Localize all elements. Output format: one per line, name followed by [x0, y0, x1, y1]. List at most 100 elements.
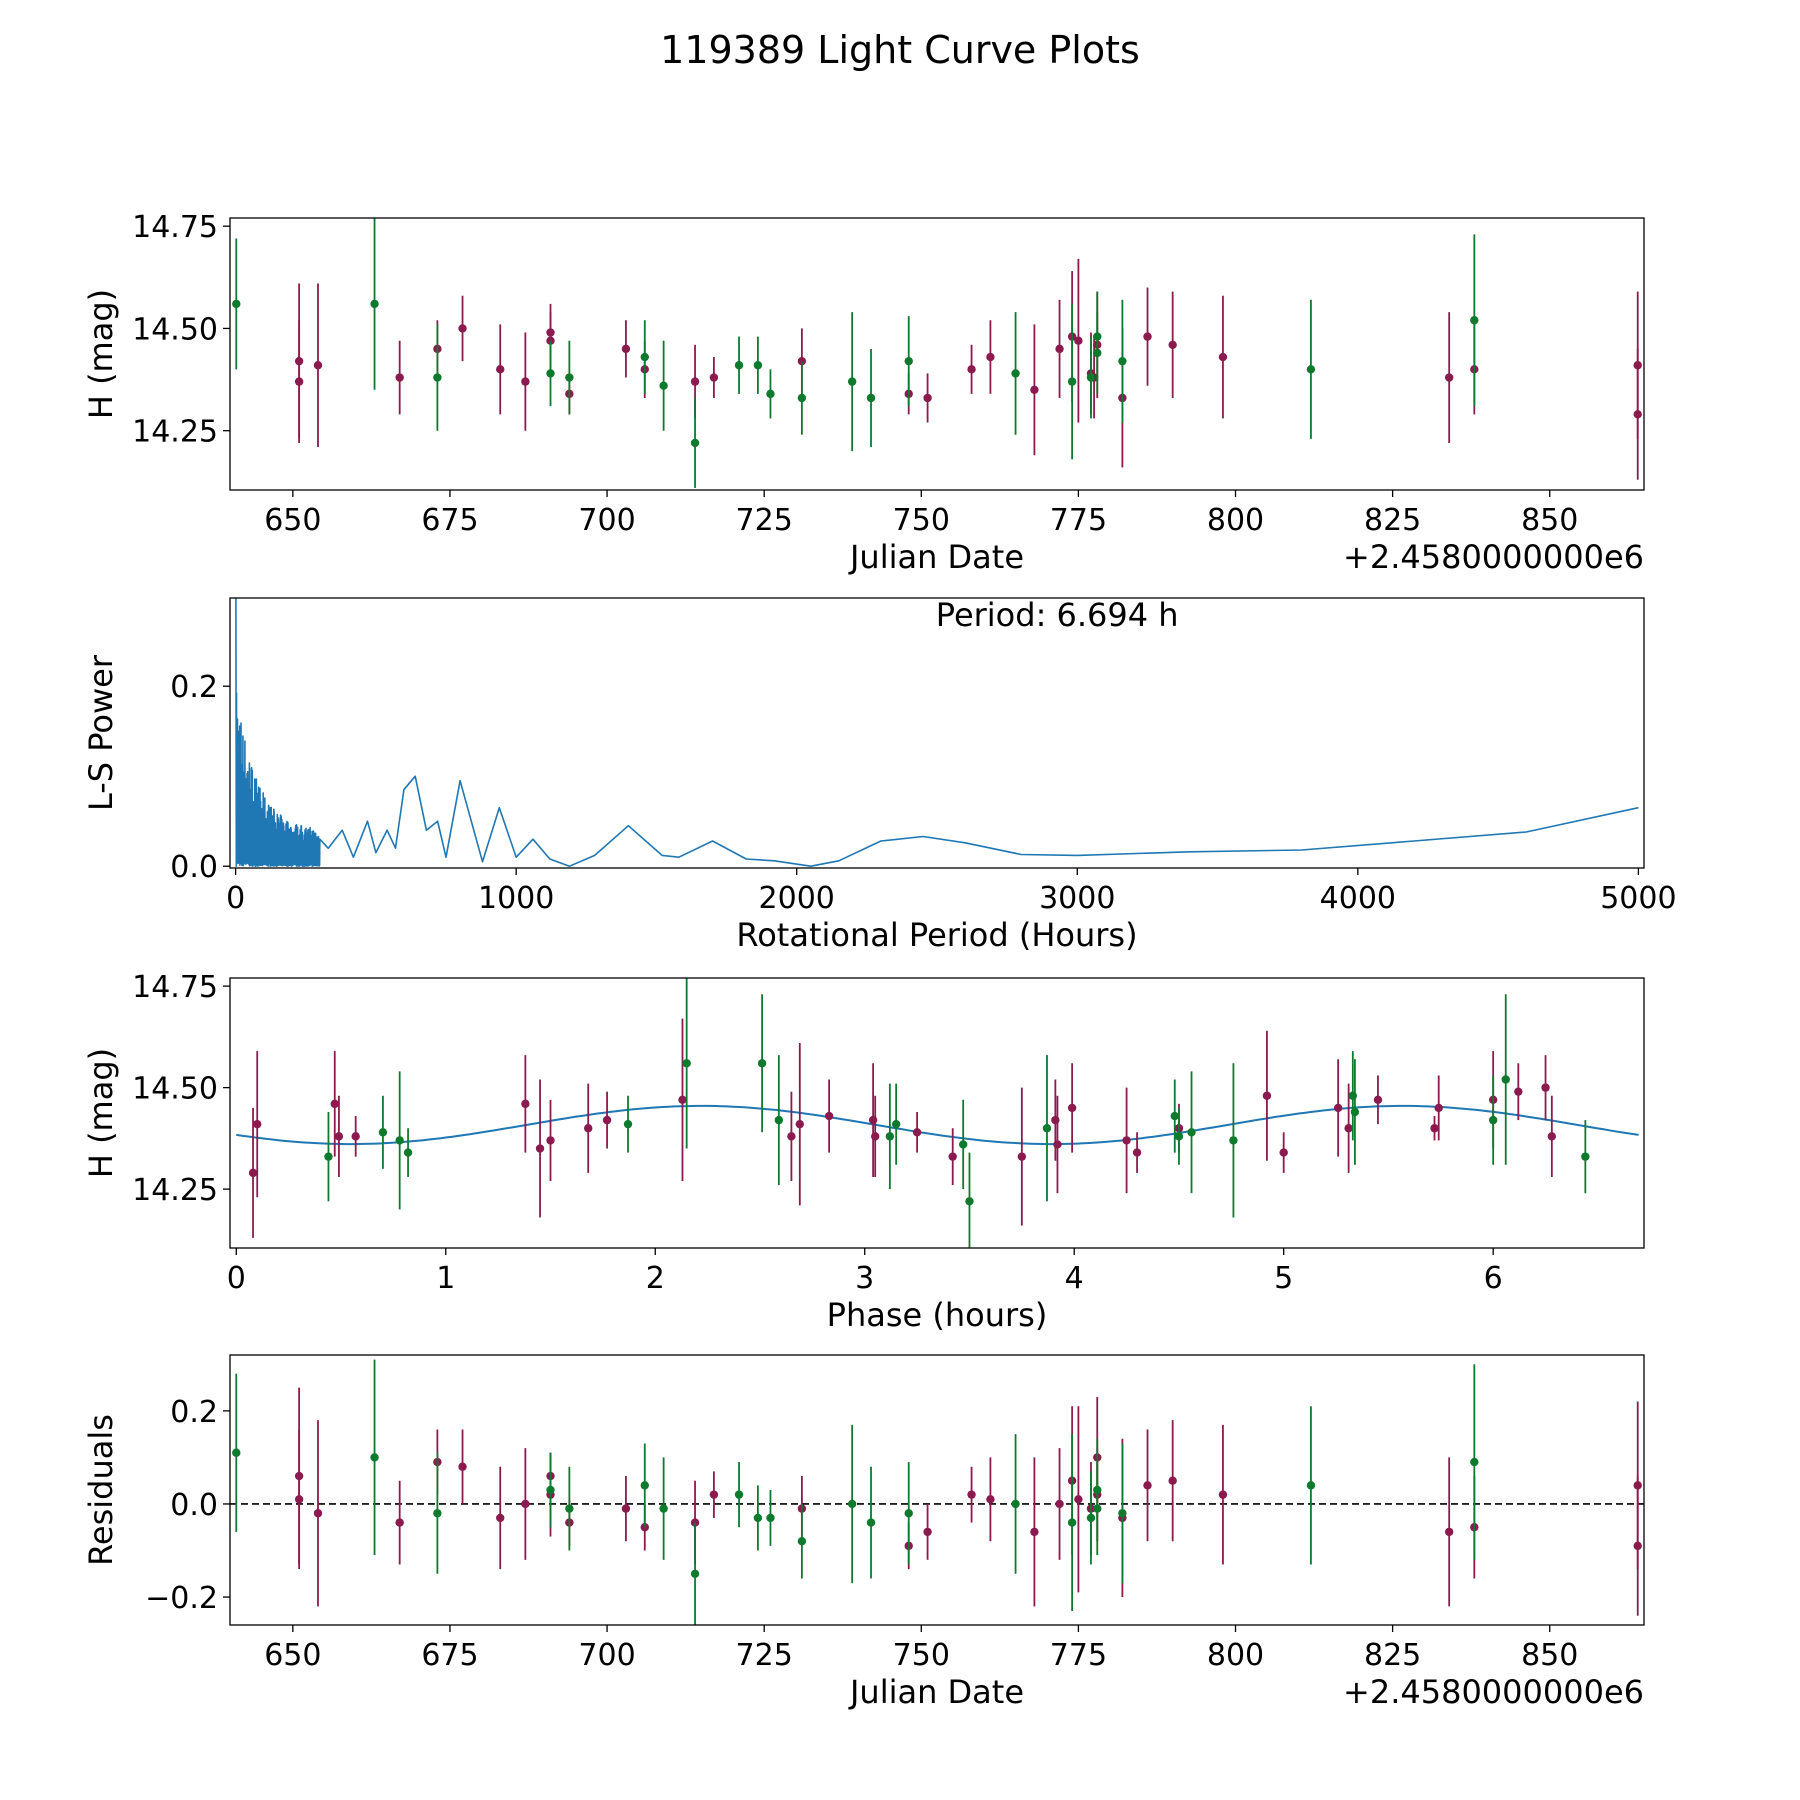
data-point: [1444, 1527, 1454, 1537]
data-point: [433, 1509, 442, 1518]
data-point: [1344, 1124, 1353, 1133]
data-point: [395, 373, 404, 382]
x-tick-label: 750: [893, 503, 950, 538]
data-point: [912, 1128, 922, 1137]
x-tick-label: 850: [1521, 1638, 1578, 1673]
data-point: [1053, 1140, 1062, 1149]
data-point: [1093, 348, 1102, 358]
data-point: [709, 1490, 719, 1499]
data-point: [659, 1504, 668, 1513]
x-tick-label: 5000: [1600, 881, 1676, 916]
data-point: [546, 1485, 555, 1495]
data-point: [1633, 410, 1642, 419]
axes-frame: [229, 597, 1645, 869]
data-point: [1132, 1148, 1142, 1157]
data-point: [797, 1537, 807, 1546]
data-point: [1074, 336, 1083, 345]
x-axis-label: Julian Date: [848, 1673, 1024, 1711]
data-point: [621, 1504, 631, 1513]
data-point: [1011, 369, 1020, 378]
data-point: [923, 1527, 932, 1537]
fit-curve: [236, 1104, 1639, 1146]
data-point: [584, 1124, 593, 1133]
data-point: [967, 365, 976, 374]
data-point: [1030, 1527, 1039, 1537]
data-point: [1581, 1152, 1590, 1161]
data-point: [621, 344, 631, 354]
x-tick-label: 0: [226, 881, 245, 916]
y-tick-label: 0.0: [170, 1488, 218, 1523]
data-point: [1067, 377, 1077, 386]
x-tick-label: 4000: [1320, 881, 1396, 916]
y-tick-label: 14.75: [132, 210, 218, 245]
data-point: [1118, 356, 1127, 366]
x-tick-label: 700: [578, 503, 635, 538]
data-point: [1306, 365, 1316, 374]
data-point: [1488, 1115, 1498, 1125]
data-point: [623, 1119, 633, 1129]
x-tick-label: 2: [646, 1261, 665, 1296]
y-tick-label: 0.2: [170, 670, 218, 705]
data-point: [521, 377, 530, 386]
data-point: [313, 361, 323, 370]
y-axis-label: H (mag): [82, 289, 120, 419]
data-point: [986, 1495, 995, 1504]
data-point: [1011, 1499, 1020, 1509]
x-tick-label: 675: [421, 1638, 478, 1673]
y-tick-label: 14.25: [132, 1173, 218, 1208]
data-point: [1501, 1075, 1510, 1084]
data-point: [546, 369, 555, 378]
x-tick-label: 2000: [759, 881, 835, 916]
axes-frame: [229, 1354, 1645, 1626]
data-point: [1262, 1091, 1272, 1100]
y-tick-label: −0.2: [145, 1581, 218, 1616]
period-annotation: Period: 6.694 h: [936, 596, 1179, 634]
panel-periodogram: 0 1000 2000 3000 4000 5000 0.0 0.2 Rotational Pe…: [82, 596, 1677, 954]
data-point: [967, 1490, 976, 1499]
data-point: [1093, 1504, 1102, 1513]
x-offset-label: +2.4580000000e6: [1343, 538, 1644, 576]
x-tick-label: 800: [1207, 1638, 1264, 1673]
data-point: [766, 1513, 775, 1523]
data-point: [1633, 1541, 1642, 1551]
data-point: [847, 377, 857, 386]
y-axis-label: H (mag): [82, 1048, 120, 1178]
data-point: [1430, 1124, 1439, 1133]
data-point: [757, 1059, 767, 1068]
x-tick-label: 750: [893, 1638, 950, 1673]
x-tick-label: 6: [1484, 1261, 1503, 1296]
plot-area-phased: [236, 978, 1639, 1248]
data-point: [690, 1569, 700, 1578]
data-point: [640, 1523, 649, 1532]
data-point: [1306, 1481, 1316, 1490]
data-point: [1218, 352, 1228, 362]
y-tick-label: 0.2: [170, 1395, 218, 1430]
data-point: [232, 1448, 241, 1457]
data-point: [1143, 332, 1152, 341]
ls-power-curve: [235, 598, 1639, 867]
data-point: [1373, 1095, 1383, 1105]
data-point: [1174, 1132, 1184, 1141]
data-point: [1470, 1457, 1479, 1467]
plot-area-periodogram: [235, 598, 1639, 867]
data-point: [891, 1119, 901, 1129]
data-point: [370, 1453, 379, 1462]
data-point: [766, 389, 775, 399]
data-point: [904, 356, 913, 366]
data-point: [521, 1499, 530, 1509]
data-point: [324, 1152, 333, 1161]
data-point: [1168, 1476, 1177, 1485]
x-tick-label: 1: [436, 1261, 455, 1296]
data-point: [1143, 1481, 1152, 1490]
y-tick-label: 14.25: [132, 415, 218, 450]
data-point: [1086, 373, 1096, 382]
data-point: [871, 1132, 880, 1141]
data-point: [659, 381, 668, 390]
data-point: [1541, 1083, 1550, 1092]
data-point: [313, 1509, 323, 1518]
data-point: [866, 393, 876, 403]
data-point: [1168, 340, 1177, 349]
data-point: [1434, 1103, 1443, 1113]
axes-frame: [229, 217, 1645, 491]
plot-area-residuals: [230, 1359, 1644, 1625]
